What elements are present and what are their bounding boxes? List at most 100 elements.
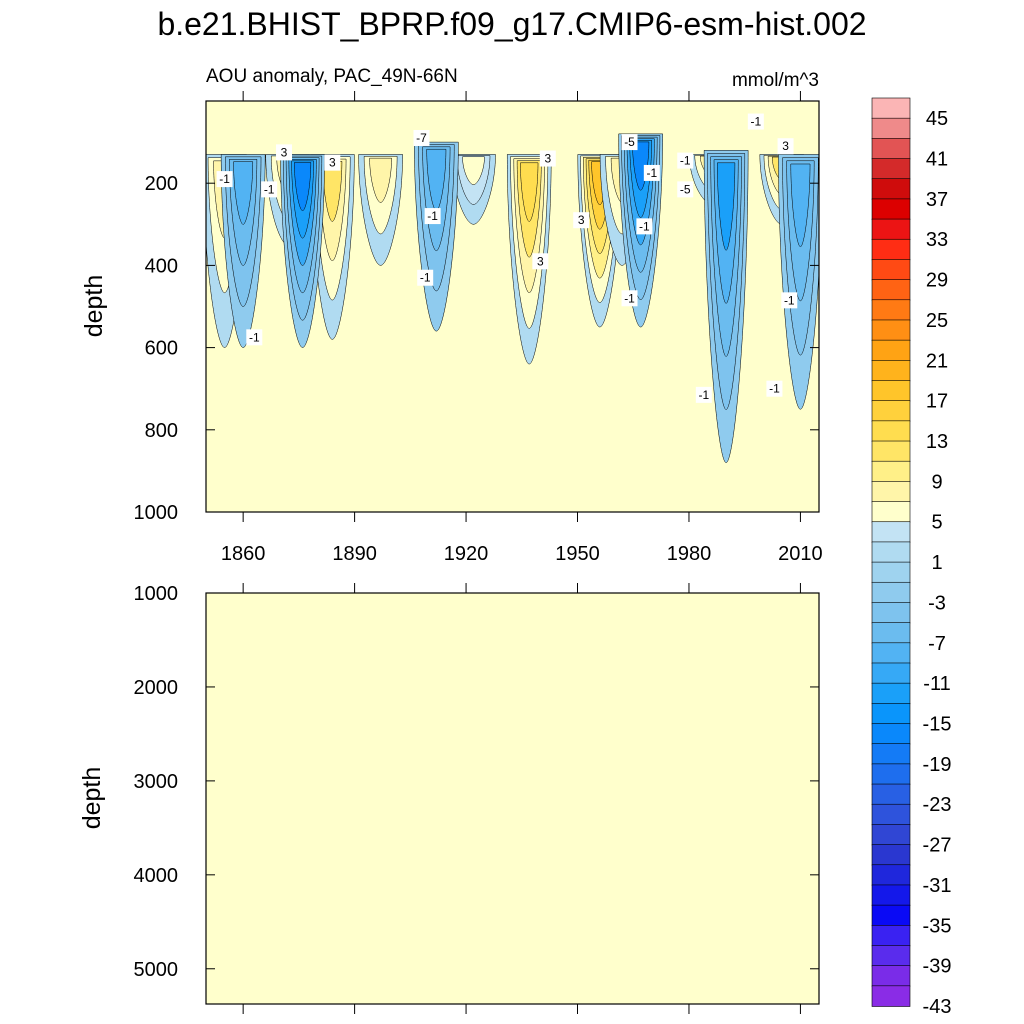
contour-feature [280, 154, 325, 348]
colorbar-swatch [871, 400, 911, 422]
colorbar-swatch [871, 844, 911, 866]
contour-label-text: -1 [249, 330, 260, 344]
lower-x-axis [242, 583, 801, 1014]
colorbar-label: -19 [923, 754, 952, 776]
colorbar-swatch [871, 259, 911, 281]
colorbar-label: 45 [926, 108, 948, 130]
colorbar-swatch [871, 420, 911, 442]
contour-label-text: 3 [329, 156, 336, 170]
colorbar: 45 41 37 33 29 25 21 17 13 9 5 1 -3 -7 -11 -15 -19 -23 -27… [871, 97, 952, 1018]
contour-label: -1 [417, 269, 434, 286]
contour-label: -5 [621, 134, 638, 151]
lower-plot-frame [205, 592, 820, 1005]
contour-label: -1 [424, 208, 441, 225]
contour-label-text: 3 [544, 152, 551, 166]
y-tick-label: 3000 [134, 771, 179, 793]
upper-contour-labels: -1 3 3 -1 -1 -7 -1 -1 3 3 3 -5 -1 -1 -1 -5 -1 -1 3 -1 -1 -1 [216, 113, 798, 403]
colorbar-swatch [871, 360, 911, 382]
colorbar-swatch [871, 763, 911, 785]
contour-level [233, 161, 254, 225]
colorbar-swatch [871, 97, 911, 119]
colorbar-swatch [871, 117, 911, 140]
colorbar-swatch [871, 682, 911, 705]
contour-label-text: -1 [639, 219, 650, 233]
contour-level [294, 162, 312, 212]
colorbar-label: 13 [926, 431, 948, 453]
colorbar-label: 33 [926, 229, 948, 251]
colorbar-label: -31 [923, 875, 952, 897]
contour-label-text: -1 [427, 209, 438, 223]
colorbar-swatch [871, 218, 911, 241]
upper-left-string: AOU anomaly, PAC_49N-66N [206, 66, 458, 87]
contour-feature [220, 154, 266, 348]
colorbar-swatch [871, 622, 911, 644]
upper-y-axis-title: depth [80, 275, 108, 338]
y-tick-label: 1000 [134, 502, 179, 524]
colorbar-label: 9 [931, 471, 942, 493]
colorbar-swatch [871, 158, 911, 180]
colorbar-label: -35 [923, 915, 952, 937]
contour-label-text: -1 [219, 172, 230, 186]
colorbar-swatch [871, 904, 911, 927]
contour-label: -1 [766, 380, 783, 397]
contour-label: -1 [216, 171, 233, 188]
contour-label: 3 [532, 253, 549, 270]
colorbar-swatch [871, 602, 911, 624]
colorbar-label: -15 [923, 714, 952, 736]
colorbar-label: -39 [923, 956, 952, 978]
contour-label-text: -1 [624, 291, 635, 305]
y-tick-label: 1000 [134, 583, 179, 605]
colorbar-swatch [871, 521, 911, 543]
y-tick-label: 5000 [134, 959, 179, 981]
contour-label-text: -1 [769, 382, 780, 396]
colorbar-swatch [871, 884, 911, 906]
colorbar-swatch [871, 945, 911, 967]
contour-label: 3 [276, 144, 293, 161]
contour-level [462, 156, 485, 185]
contour-label: 3 [573, 212, 590, 229]
colorbar-label: -27 [923, 835, 952, 857]
colorbar-swatch [871, 743, 911, 765]
y-tick-label: 800 [145, 420, 178, 442]
contour-label-text: 3 [782, 139, 789, 153]
colorbar-swatch [871, 319, 911, 341]
colorbar-swatch [871, 985, 911, 1007]
colorbar-swatch [871, 642, 911, 664]
colorbar-label: 1 [931, 552, 942, 574]
contour-label: -1 [621, 290, 638, 307]
contour-label: 3 [539, 150, 556, 167]
colorbar-swatch [871, 662, 911, 684]
contour-level [717, 162, 736, 251]
contour-level [790, 163, 811, 248]
colorbar-label: -23 [923, 794, 952, 816]
contour-label: -7 [413, 129, 430, 146]
x-tick-label: 1890 [332, 543, 377, 565]
contour-feature [703, 150, 749, 463]
contour-label: -1 [643, 164, 660, 181]
y-tick-label: 4000 [134, 865, 179, 887]
y-tick-label: 200 [145, 173, 178, 195]
lower-y-axis: 1000 2000 3000 4000 5000 [134, 583, 819, 981]
contour-label-text: -1 [264, 182, 275, 196]
contour-label: -1 [781, 292, 798, 309]
x-tick-label: 1980 [667, 543, 712, 565]
x-tick-label: 1950 [555, 543, 600, 565]
colorbar-swatch [871, 924, 911, 947]
contour-level [520, 162, 539, 222]
contour-label: -1 [246, 329, 263, 346]
colorbar-swatch [871, 824, 911, 846]
contour-feature [451, 154, 496, 225]
lower-panel: 1000 2000 3000 4000 5000 depth [78, 583, 820, 1014]
colorbar-label: -7 [928, 633, 946, 655]
upper-panel: -1 3 3 -1 -1 -7 -1 -1 3 3 3 -5 -1 -1 -1 -5 -1 -1 3 -1 -1 -1 2… [80, 91, 823, 565]
contour-feature [358, 154, 403, 266]
colorbar-label: 41 [926, 149, 948, 171]
x-tick-label: 1860 [221, 543, 266, 565]
lower-plot-area [206, 593, 819, 1004]
contour-label-text: 3 [537, 254, 544, 268]
contour-label-text: 3 [281, 145, 288, 159]
upper-plot-frame [205, 100, 820, 513]
colorbar-swatch [871, 460, 911, 483]
upper-units-string: mmol/m^3 [732, 70, 819, 91]
